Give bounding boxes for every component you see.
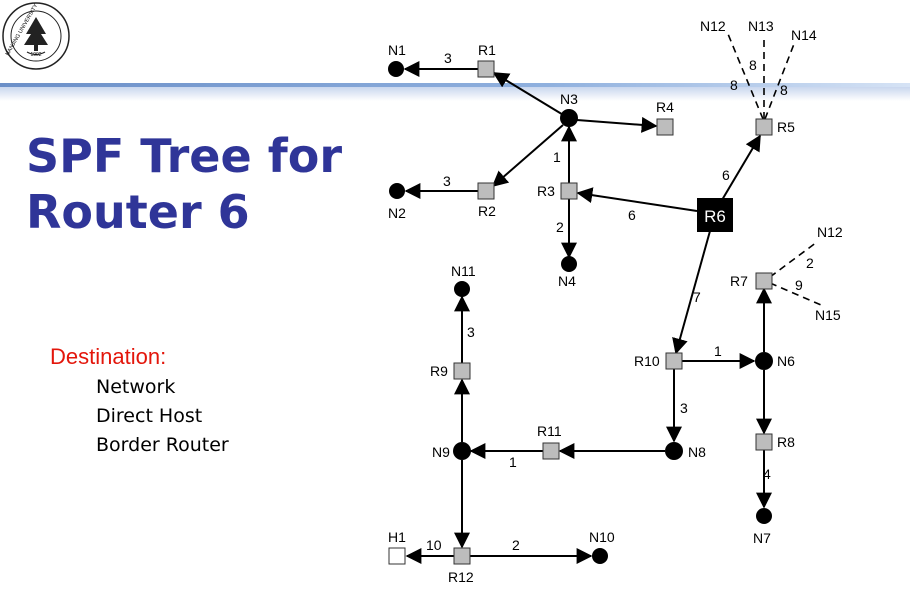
node-n8 [665, 442, 683, 460]
node-labels: N1 R1 N3 R4 R3 N2 R2 N4 R6 R5 N12 N13 N1… [388, 18, 843, 585]
label-n12-top: N12 [700, 18, 726, 34]
node-r12 [453, 547, 471, 565]
label-n8: N8 [688, 444, 706, 460]
label-n9: N9 [432, 444, 450, 460]
header-divider [0, 83, 910, 101]
label-n11: N11 [451, 263, 476, 279]
edge-r6-r5 [721, 134, 761, 201]
weight-r5-n14: 8 [780, 82, 788, 98]
label-n7: N7 [753, 530, 771, 546]
node-n4 [561, 256, 577, 272]
dash-r5-n14 [764, 43, 795, 120]
router-nodes [388, 60, 773, 565]
destination-item-border-router: Border Router [96, 434, 229, 456]
external-links [727, 33, 822, 306]
edge-n3-r4 [576, 116, 658, 133]
destination-list: Network Direct Host Border Router [96, 373, 229, 460]
tree-icon [24, 17, 48, 45]
node-r4 [656, 118, 674, 136]
weight-r7-n15: 9 [795, 277, 803, 293]
node-r6-root [697, 198, 733, 232]
weight-r8-n7: 4 [763, 466, 771, 482]
weight-r1-n1: 3 [444, 50, 452, 66]
dash-r7-n12 [769, 241, 818, 278]
emblem-year: 1902 [30, 52, 41, 58]
node-h1 [388, 547, 406, 565]
weight-r12-n10: 2 [512, 537, 520, 553]
weight-r3-n4: 2 [556, 219, 564, 235]
label-n2: N2 [388, 205, 406, 221]
weight-r2-n2: 3 [443, 173, 451, 189]
node-n3 [560, 109, 578, 127]
weight-r5-n12: 8 [730, 77, 738, 93]
label-r8: R8 [777, 434, 795, 450]
weight-n3-r3: 1 [553, 149, 561, 165]
edge-n3-r2 [491, 124, 564, 188]
label-h1: H1 [388, 529, 406, 545]
network-nodes [388, 61, 773, 564]
dash-r5-n12 [727, 33, 764, 120]
label-n3: N3 [560, 91, 578, 107]
node-r5 [755, 118, 773, 136]
label-n10: N10 [589, 529, 615, 545]
edge-weights: 3 3 1 2 6 6 7 1 3 1 3 4 10 2 8 8 8 2 9 [426, 50, 814, 553]
node-r9 [453, 362, 471, 380]
destination-item-network: Network [96, 376, 176, 398]
node-r3 [560, 182, 578, 200]
label-n1: N1 [388, 42, 406, 58]
node-r10 [665, 352, 683, 370]
label-r7: R7 [730, 273, 748, 289]
edge-r6-r10 [672, 230, 711, 355]
weight-r11-n9: 1 [509, 454, 517, 470]
node-r11 [542, 442, 560, 460]
destination-item-direct-host: Direct Host [96, 405, 203, 427]
label-r9: R9 [430, 363, 448, 379]
edge-r6-r3 [576, 187, 698, 212]
edge-n3-r1 [492, 72, 566, 117]
weight-r10-n6: 1 [714, 343, 722, 359]
label-n13: N13 [748, 18, 774, 34]
label-r11: R11 [537, 423, 562, 439]
node-r7 [755, 272, 773, 290]
label-r6: R6 [704, 207, 726, 226]
label-r5: R5 [777, 119, 795, 135]
label-r12: R12 [448, 569, 474, 585]
label-r2: R2 [478, 203, 496, 219]
weight-r5-n13: 8 [749, 57, 757, 73]
label-n14: N14 [791, 27, 817, 43]
dash-r7-n15 [769, 282, 822, 306]
tree-edges [403, 61, 772, 564]
weight-r7-n12: 2 [806, 255, 814, 271]
label-r4: R4 [656, 99, 674, 115]
node-r2 [477, 182, 495, 200]
node-n11 [454, 281, 470, 297]
title-line-2: Router 6 [26, 185, 250, 239]
label-n4: N4 [558, 273, 576, 289]
weight-r9-n11: 3 [467, 324, 475, 340]
weight-r6-r10: 7 [693, 289, 701, 305]
university-emblem-logo: 1902 NANJING UNIVERSITY [2, 2, 70, 70]
node-n6 [755, 352, 773, 370]
label-r1: R1 [478, 42, 496, 58]
weight-r6-r3: 6 [628, 207, 636, 223]
weight-r6-r5: 6 [722, 167, 730, 183]
weight-r10-n8: 3 [680, 400, 688, 416]
node-n7 [756, 508, 772, 524]
weight-r12-h1: 10 [426, 537, 442, 553]
node-n1 [388, 61, 404, 77]
destination-label: Destination: [50, 344, 167, 369]
slide-title: SPF Tree for Router 6 [26, 128, 342, 240]
node-r1 [477, 60, 495, 78]
title-line-1: SPF Tree for [26, 129, 343, 183]
node-n10 [592, 548, 608, 564]
label-n6: N6 [777, 353, 795, 369]
node-n2 [389, 183, 405, 199]
label-r3: R3 [537, 183, 555, 199]
node-r8 [755, 433, 773, 451]
label-n15: N15 [815, 307, 841, 323]
node-n9 [453, 442, 471, 460]
label-r10: R10 [634, 353, 660, 369]
label-n12-right: N12 [817, 224, 843, 240]
